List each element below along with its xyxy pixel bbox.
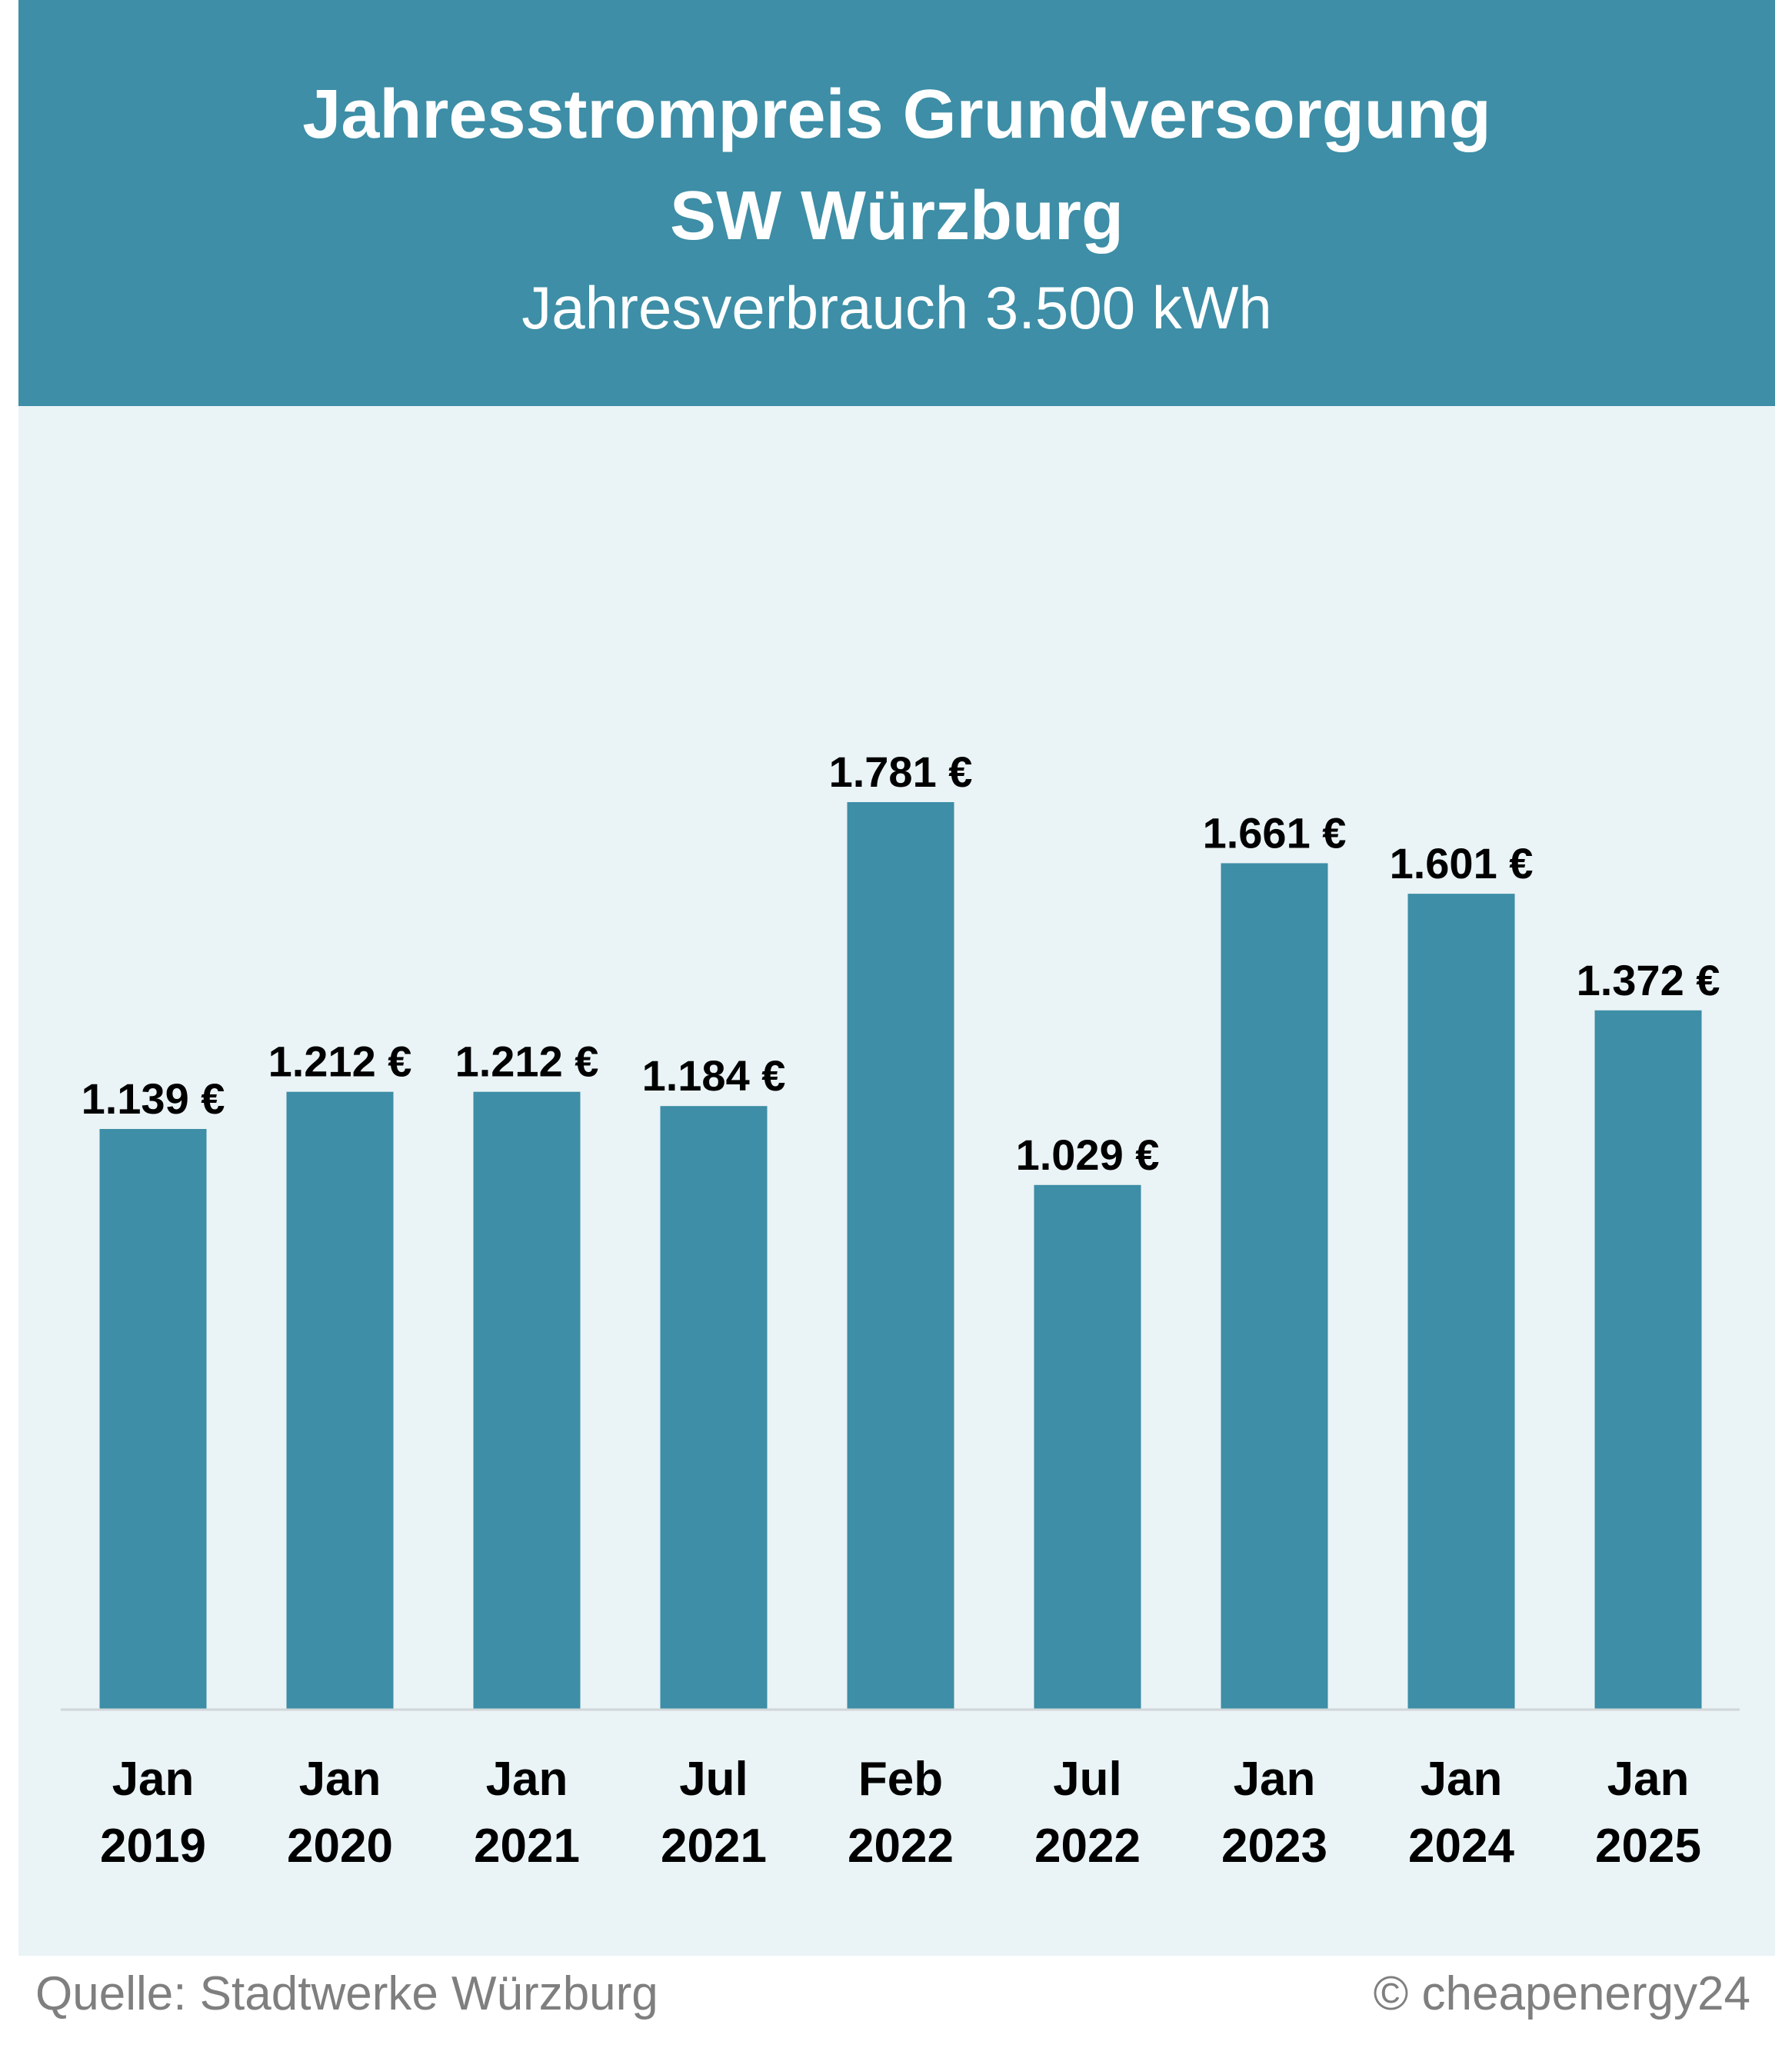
bar-0 bbox=[99, 1128, 207, 1709]
bar-6 bbox=[1221, 863, 1328, 1709]
x-tick-label-month-2: Jan bbox=[486, 1753, 568, 1806]
data-label-8: 1.372 € bbox=[1577, 956, 1720, 1004]
chart-header: Jahresstrompreis Grundversorgung SW Würz… bbox=[18, 0, 1775, 406]
bar-3 bbox=[660, 1106, 768, 1709]
source-note: Quelle: Stadtwerke Würzburg bbox=[35, 1967, 658, 2020]
bar-4 bbox=[847, 802, 954, 1709]
copyright-note: © cheapenergy24 bbox=[1373, 1967, 1750, 2020]
data-label-2: 1.212 € bbox=[455, 1037, 599, 1086]
chart-subtitle: Jahresverbrauch 3.500 kWh bbox=[521, 274, 1272, 341]
data-label-4: 1.781 € bbox=[829, 748, 973, 796]
data-label-3: 1.184 € bbox=[642, 1051, 786, 1100]
bar-2 bbox=[473, 1091, 581, 1709]
bar-1 bbox=[286, 1091, 394, 1709]
chart-title-line-1: Jahresstrompreis Grundversorgung bbox=[302, 76, 1491, 153]
x-tick-label-year-5: 2022 bbox=[1034, 1820, 1141, 1873]
x-tick-label-year-8: 2025 bbox=[1595, 1820, 1701, 1873]
x-tick-label-year-3: 2021 bbox=[661, 1820, 767, 1873]
x-tick-label-year-6: 2023 bbox=[1221, 1820, 1327, 1873]
bar-5 bbox=[1034, 1184, 1141, 1709]
data-label-1: 1.212 € bbox=[268, 1037, 412, 1086]
bar-chart: 1.139 € Jan 2019 1.212 € Jan 2020 1.212 € Jan 20… bbox=[61, 748, 1740, 1873]
data-label-7: 1.601 € bbox=[1390, 839, 1534, 887]
chart-title-line-2: SW Würzburg bbox=[670, 178, 1124, 255]
x-tick-label-month-3: Jul bbox=[679, 1753, 748, 1806]
data-label-6: 1.661 € bbox=[1203, 808, 1347, 857]
x-tick-label-year-1: 2020 bbox=[287, 1820, 393, 1873]
x-tick-label-month-0: Jan bbox=[112, 1753, 195, 1806]
x-tick-label-year-4: 2022 bbox=[848, 1820, 954, 1873]
data-label-5: 1.029 € bbox=[1016, 1131, 1160, 1179]
x-tick-label-month-1: Jan bbox=[299, 1753, 381, 1806]
chart-panel: 1.139 € Jan 2019 1.212 € Jan 2020 1.212 € Jan 20… bbox=[18, 406, 1775, 1956]
data-label-0: 1.139 € bbox=[82, 1074, 225, 1123]
bar-7 bbox=[1407, 894, 1515, 1709]
x-tick-label-month-6: Jan bbox=[1234, 1753, 1316, 1806]
x-tick-label-month-5: Jul bbox=[1053, 1753, 1122, 1806]
x-tick-label-month-4: Feb bbox=[858, 1753, 943, 1806]
x-tick-label-year-2: 2021 bbox=[474, 1820, 580, 1873]
x-tick-label-year-7: 2024 bbox=[1408, 1820, 1514, 1873]
bar-8 bbox=[1594, 1010, 1702, 1709]
x-tick-label-month-7: Jan bbox=[1421, 1753, 1503, 1806]
x-tick-label-month-8: Jan bbox=[1607, 1753, 1690, 1806]
x-tick-label-year-0: 2019 bbox=[100, 1820, 206, 1873]
